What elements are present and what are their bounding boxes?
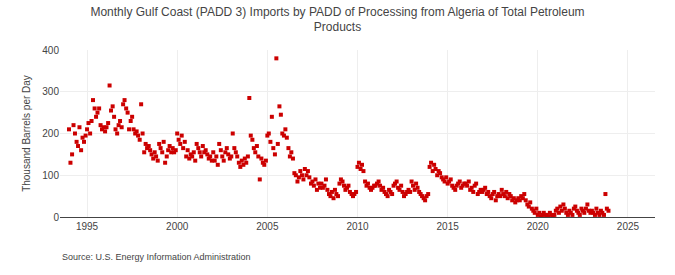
svg-text:Thousand Barrels per Day: Thousand Barrels per Day — [21, 75, 32, 192]
svg-text:0: 0 — [53, 212, 59, 223]
svg-text:100: 100 — [42, 170, 59, 181]
svg-text:2000: 2000 — [166, 221, 189, 232]
svg-text:2005: 2005 — [256, 221, 279, 232]
svg-text:2010: 2010 — [346, 221, 369, 232]
svg-text:1995: 1995 — [76, 221, 99, 232]
svg-text:Monthly Gulf Coast (PADD 3) Im: Monthly Gulf Coast (PADD 3) Imports by P… — [90, 5, 584, 35]
svg-text:2020: 2020 — [527, 221, 550, 232]
svg-text:2015: 2015 — [437, 221, 460, 232]
svg-text:2025: 2025 — [617, 221, 640, 232]
svg-text:300: 300 — [42, 86, 59, 97]
svg-text:200: 200 — [42, 128, 59, 139]
svg-text:Source: U.S. Energy Informatio: Source: U.S. Energy Information Administ… — [62, 252, 251, 262]
svg-text:400: 400 — [42, 45, 59, 56]
